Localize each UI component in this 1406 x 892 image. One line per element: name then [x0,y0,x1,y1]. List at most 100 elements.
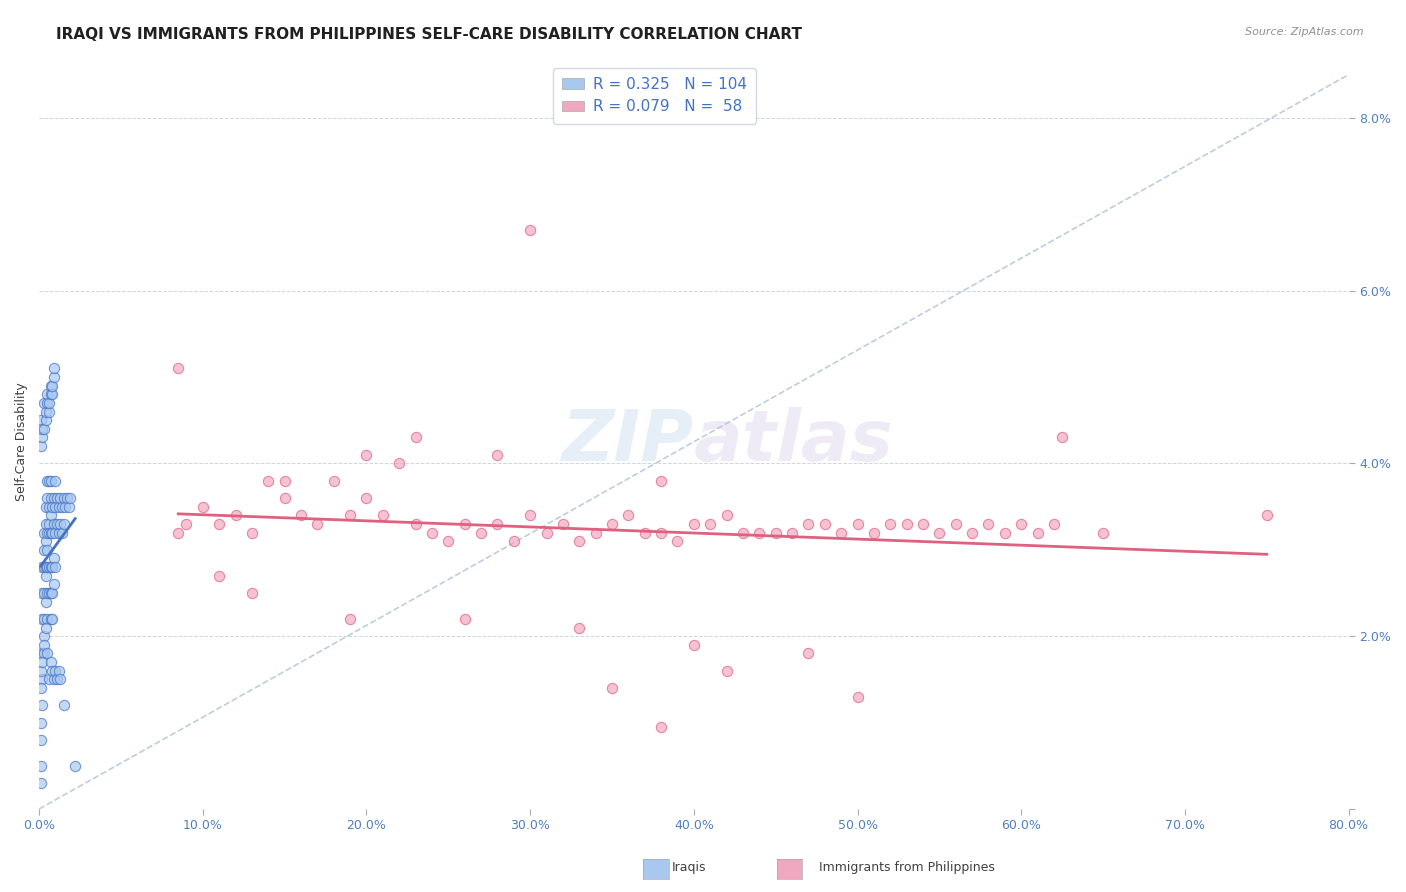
Point [30,681,52,695]
Point [34,568,56,582]
Point [30,732,52,747]
Point [31,647,53,661]
Point [682,516,704,531]
Point [405,430,427,444]
Point [551,516,574,531]
Point [56,491,79,505]
Point [1026,525,1049,540]
Point [176,516,198,531]
Point [49,673,72,687]
Point [32,525,55,540]
Point [38,586,60,600]
Point [44,474,66,488]
Point [716,508,738,523]
Point [650,474,672,488]
Text: Immigrants from Philippines: Immigrants from Philippines [818,862,995,874]
Point [46,516,69,531]
Point [51,525,73,540]
Point [44,664,66,678]
Point [32,638,55,652]
Point [896,516,918,531]
Point [797,516,820,531]
Point [30,715,52,730]
Point [41,664,63,678]
Point [568,534,591,549]
Point [49,516,72,531]
Point [32,560,55,574]
Point [34,594,56,608]
Point [46,673,69,687]
Point [617,508,640,523]
Point [225,508,247,523]
Point [191,500,214,514]
Point [208,568,231,582]
Point [38,474,60,488]
Point [30,439,52,453]
Point [371,508,394,523]
Point [32,586,55,600]
Point [1092,525,1115,540]
Point [37,647,59,661]
Point [470,525,492,540]
Point [38,396,60,410]
Point [322,474,344,488]
Point [39,612,62,626]
Point [994,525,1017,540]
Point [31,655,53,669]
Point [731,525,754,540]
Point [486,516,509,531]
Point [780,525,803,540]
Point [44,560,66,574]
Point [945,516,967,531]
Point [273,474,295,488]
Point [31,612,53,626]
Point [31,422,53,436]
Point [52,698,75,713]
Text: Iraqis: Iraqis [672,862,706,874]
Point [208,516,231,531]
Point [38,560,60,574]
Point [863,525,886,540]
Point [1010,516,1032,531]
Point [30,776,52,790]
Point [666,534,689,549]
Point [273,491,295,505]
Point [31,586,53,600]
Point [38,500,60,514]
Point [928,525,950,540]
Point [568,621,591,635]
Point [42,516,65,531]
Point [1050,430,1073,444]
Point [37,491,59,505]
Point [536,525,558,540]
Point [38,525,60,540]
Point [960,525,983,540]
Point [46,491,69,505]
Point [502,534,524,549]
Point [240,525,263,540]
Point [39,474,62,488]
Point [32,612,55,626]
Y-axis label: Self-Care Disability: Self-Care Disability [15,383,28,501]
Point [977,516,1000,531]
Point [31,673,53,687]
Point [32,629,55,643]
Point [48,500,70,514]
Point [32,422,55,436]
Point [34,516,56,531]
Point [454,516,477,531]
Point [356,448,378,462]
Point [37,586,59,600]
Point [39,378,62,392]
Point [39,387,62,401]
Point [39,586,62,600]
Point [846,690,869,704]
Point [388,457,411,471]
Point [600,681,623,695]
Point [38,516,60,531]
Point [53,500,76,514]
Point [356,491,378,505]
Point [257,474,280,488]
Point [42,370,65,384]
Point [682,638,704,652]
